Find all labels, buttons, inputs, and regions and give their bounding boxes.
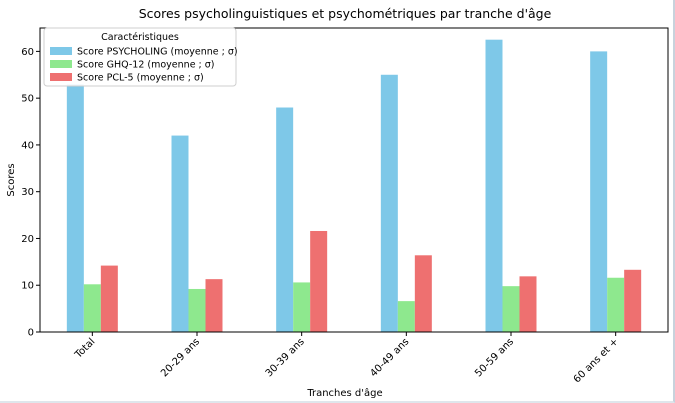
bar [188,288,206,332]
legend-title: Caractéristiques [101,32,179,43]
bar [66,84,84,332]
bar [83,284,101,332]
bar [607,277,625,332]
legend-swatch [50,73,72,81]
bar [310,230,328,332]
legend-entry: Score PSYCHOLING (moyenne ; σ) [77,47,238,58]
y-tick-label: 10 [21,281,34,292]
x-tick-label: 20-29 ans [159,336,202,379]
bar [502,286,520,332]
x-tick-label: 50-59 ans [473,336,516,379]
chart-title: Scores psycholinguistiques et psychométr… [139,6,552,21]
x-tick-label: 30-39 ans [264,336,307,379]
y-tick-label: 60 [21,47,34,58]
y-tick-label: 50 [21,94,34,105]
x-tick-label: Total [72,336,97,361]
x-axis: Total 20-29 ans 30-39 ans 40-49 ans 50-59 an… [72,332,621,385]
y-axis-label: Scores [6,163,17,196]
legend-box [43,27,237,87]
bar [519,276,537,332]
bar [205,279,223,332]
y-tick-label: 0 [28,328,34,339]
x-tick-label: 60 ans et + [572,336,621,385]
legend: Caractéristiques Score PSYCHOLING (moyen… [43,27,238,87]
x-tick-label: 40-49 ans [368,336,411,379]
bar [397,301,415,332]
y-tick-label: 40 [21,140,34,151]
bars-group [66,39,642,333]
bar [171,135,189,332]
plot-area-border [39,27,669,333]
legend-entry: Score PCL-5 (moyenne ; σ) [77,73,204,84]
legend-entry: Score GHQ-12 (moyenne ; σ) [77,60,215,71]
bar [380,74,398,333]
legend-swatch [50,60,72,68]
bar [624,269,642,332]
bar [485,39,503,332]
y-tick-label: 30 [21,187,34,198]
bar [293,282,311,332]
y-tick-label: 20 [21,234,34,245]
x-axis-label: Tranches d'âge [306,387,382,399]
bar [590,51,608,333]
bar [414,255,432,332]
bar [276,107,294,332]
bar [100,265,118,332]
legend-swatch [50,47,72,55]
y-axis: 0 10 20 30 40 50 60 [21,47,40,339]
